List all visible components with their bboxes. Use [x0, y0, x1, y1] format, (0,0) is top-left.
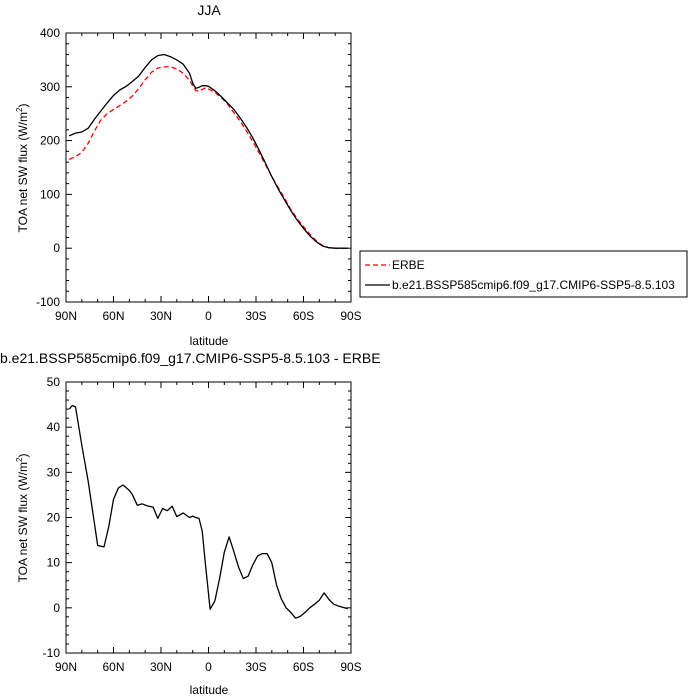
top-x-tick-label: 60S: [293, 309, 314, 323]
legend: ERBE b.e21.BSSP585cmip6.f09_g17.CMIP6-SS…: [359, 250, 688, 298]
top-x-tick-label: 90N: [55, 309, 77, 323]
bottom-x-tick-label: 90N: [55, 660, 77, 674]
bottom-y-tick-label: 0: [53, 601, 60, 615]
top-panel-flux: JJA 90N 60N 30N 0 30S 60S 90S -100 0 100 200 300 400…: [15, 2, 362, 348]
bottom-x-tick-label: 0: [205, 660, 212, 674]
top-y-tick-label: 300: [40, 80, 60, 94]
bottom-plot-frame: [65, 381, 352, 654]
bottom-y-tick-label: 50: [47, 375, 61, 389]
bottom-x-tick-label: 60S: [293, 660, 314, 674]
bottom-y-tick-label: 30: [47, 465, 61, 479]
bottom-chart-title: b.e21.BSSP585cmip6.f09_g17.CMIP6-SSP5-8.…: [0, 350, 381, 366]
top-x-tick-label: 30S: [245, 309, 266, 323]
top-y-tick-label: -100: [36, 295, 60, 309]
legend-box: [359, 250, 688, 298]
top-x-tick-label: 90S: [340, 309, 361, 323]
bottom-x-axis-label: latitude: [190, 683, 229, 697]
top-plot-area: [65, 32, 352, 303]
top-y-tick-label: 0: [53, 241, 60, 255]
top-y-tick-label: 200: [40, 134, 60, 148]
top-axis-ticks: 90N 60N 30N 0 30S 60S 90S -100 0 100 200 300 400: [36, 26, 362, 323]
bottom-panel-difference: b.e21.BSSP585cmip6.f09_g17.CMIP6-SSP5-8.…: [0, 350, 381, 697]
top-chart-title: JJA: [197, 2, 221, 18]
bottom-y-tick-label: 20: [47, 511, 61, 525]
top-x-tick-label: 60N: [102, 309, 124, 323]
bottom-y-tick-label: 40: [47, 420, 61, 434]
top-x-tick-label: 0: [205, 309, 212, 323]
top-x-tick-label: 30N: [150, 309, 172, 323]
bottom-plot-area: [65, 381, 352, 654]
legend-label-model: b.e21.BSSP585cmip6.f09_g17.CMIP6-SSP5-8.…: [392, 278, 675, 292]
top-plot-frame: [65, 32, 352, 303]
top-x-axis-label: latitude: [190, 334, 229, 348]
bottom-axis-ticks: 90N 60N 30N 0 30S 60S 90S -10 0 10 20 30 40 50: [43, 375, 362, 674]
legend-label-erbe: ERBE: [392, 258, 425, 272]
top-y-axis-label: TOA net SW flux (W/m2): [15, 104, 30, 233]
top-series-line-2: [68, 53, 348, 249]
top-series-line-1: [68, 66, 348, 249]
bottom-series-line-1: [68, 404, 348, 619]
bottom-x-tick-label: 30S: [245, 660, 266, 674]
bottom-series-lines: [68, 404, 348, 619]
bottom-x-tick-label: 90S: [340, 660, 361, 674]
top-y-tick-label: 400: [40, 26, 60, 40]
bottom-y-tick-label: 10: [47, 556, 61, 570]
top-series-lines: [68, 53, 348, 249]
bottom-y-axis-label: TOA net SW flux (W/m2): [15, 454, 30, 583]
bottom-y-tick-label: -10: [43, 646, 61, 660]
bottom-x-tick-label: 60N: [102, 660, 124, 674]
top-y-tick-label: 100: [40, 187, 60, 201]
bottom-x-tick-label: 30N: [150, 660, 172, 674]
